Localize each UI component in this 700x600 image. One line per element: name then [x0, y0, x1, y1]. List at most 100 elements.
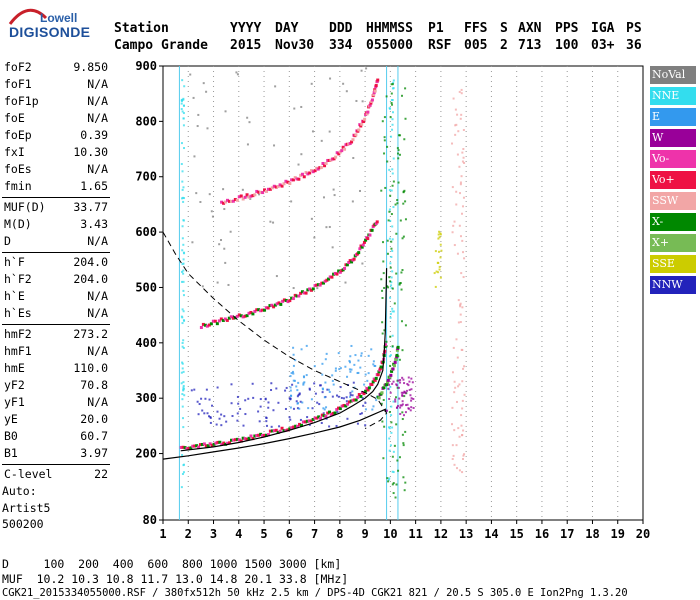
echo-point — [203, 323, 207, 327]
param-value: 1.65 — [80, 179, 108, 193]
echo-point — [318, 403, 321, 406]
echo-point — [440, 249, 443, 252]
echo-point — [388, 383, 391, 386]
echo-point — [452, 224, 455, 227]
echo-point — [396, 345, 400, 349]
echo-point — [182, 294, 185, 297]
echo-point — [390, 240, 393, 243]
echo-point — [460, 175, 463, 178]
echo-point — [308, 423, 311, 426]
echo-point — [460, 113, 463, 116]
param-value: N/A — [87, 306, 108, 320]
echo-point — [321, 387, 324, 390]
param-value: N/A — [87, 77, 108, 91]
echo-point — [463, 257, 466, 260]
echo-point — [388, 355, 391, 358]
echo-point — [388, 427, 391, 430]
echo-point — [223, 208, 226, 211]
echo-point — [292, 379, 295, 382]
echo-point — [364, 389, 368, 393]
param-value: 204.0 — [73, 272, 108, 286]
echo-point — [195, 192, 198, 195]
footer-file-line: CGK21_2015334055000.RSF / 380fx512h 50 k… — [2, 587, 628, 599]
legend-item-nne: NNE — [650, 87, 696, 105]
echo-point — [331, 246, 334, 249]
echo-point — [390, 101, 393, 104]
echo-point — [267, 406, 270, 409]
echo-point — [216, 281, 219, 284]
echo-point — [406, 403, 409, 406]
echo-point — [363, 117, 367, 121]
echo-point — [455, 400, 458, 403]
echo-point — [462, 148, 465, 151]
header-label-pps: PPS — [555, 21, 579, 36]
echo-point — [393, 444, 396, 447]
echo-point — [357, 128, 361, 132]
echo-point — [340, 404, 344, 408]
echo-point — [182, 262, 185, 265]
param-row: h`E N/A — [2, 289, 110, 306]
echo-point — [205, 90, 208, 93]
echo-point — [347, 260, 351, 264]
echo-point — [381, 332, 384, 335]
echo-point — [388, 397, 391, 400]
echo-point — [235, 71, 238, 74]
echo-point — [348, 359, 351, 362]
echo-point — [386, 285, 389, 288]
echo-point — [303, 376, 306, 379]
echo-point — [401, 400, 404, 403]
echo-point — [224, 200, 228, 204]
echo-point — [439, 233, 442, 236]
echo-point — [270, 425, 273, 428]
echo-point — [301, 401, 304, 404]
echo-point — [300, 348, 303, 351]
x-tick-label: 7 — [311, 527, 318, 541]
echo-point — [241, 197, 245, 201]
echo-point — [379, 365, 383, 369]
echo-point — [326, 388, 329, 391]
echo-point — [461, 407, 464, 410]
echo-point — [227, 316, 231, 320]
param-row: foF2 9.850 — [2, 60, 110, 77]
echo-point — [300, 290, 304, 294]
echo-point — [370, 98, 374, 102]
param-value: N/A — [87, 94, 108, 108]
echo-point — [438, 230, 441, 233]
echo-point — [391, 426, 394, 429]
echo-point — [337, 152, 341, 156]
echo-point — [253, 193, 257, 197]
echo-point — [191, 444, 195, 448]
y-tick-label: 700 — [135, 170, 157, 184]
echo-point — [224, 261, 227, 264]
header-value-ffs: 005 — [464, 38, 488, 53]
echo-point — [295, 294, 299, 298]
echo-point — [348, 141, 352, 145]
param-row: foF1p N/A — [2, 94, 110, 111]
echo-point — [249, 197, 252, 200]
echo-point — [397, 149, 400, 152]
echo-point — [229, 315, 233, 319]
param-row: h`F 204.0 — [2, 255, 110, 272]
echo-point — [292, 407, 295, 410]
echo-point — [182, 219, 185, 222]
param-value: 70.8 — [80, 378, 108, 392]
echo-point — [392, 79, 395, 82]
echo-point — [185, 447, 189, 451]
echo-point — [453, 220, 456, 223]
echo-point — [239, 407, 242, 410]
auto-label: Auto: — [2, 484, 37, 498]
echo-point — [382, 260, 385, 263]
echo-point — [268, 187, 272, 191]
param-row: M(D) 3.43 — [2, 217, 110, 234]
echo-point — [461, 306, 464, 309]
echo-point — [181, 316, 184, 319]
echo-point — [391, 270, 394, 273]
x-tick-label: 12 — [434, 527, 448, 541]
footer-distance-line: D 100 200 400 600 800 1000 1500 3000 [km… — [2, 557, 342, 571]
echo-point — [299, 291, 303, 295]
echo-point — [316, 287, 319, 290]
param-name: foEs — [4, 162, 32, 176]
echo-point — [390, 135, 393, 138]
echo-point — [462, 429, 465, 432]
echo-point — [308, 171, 312, 175]
